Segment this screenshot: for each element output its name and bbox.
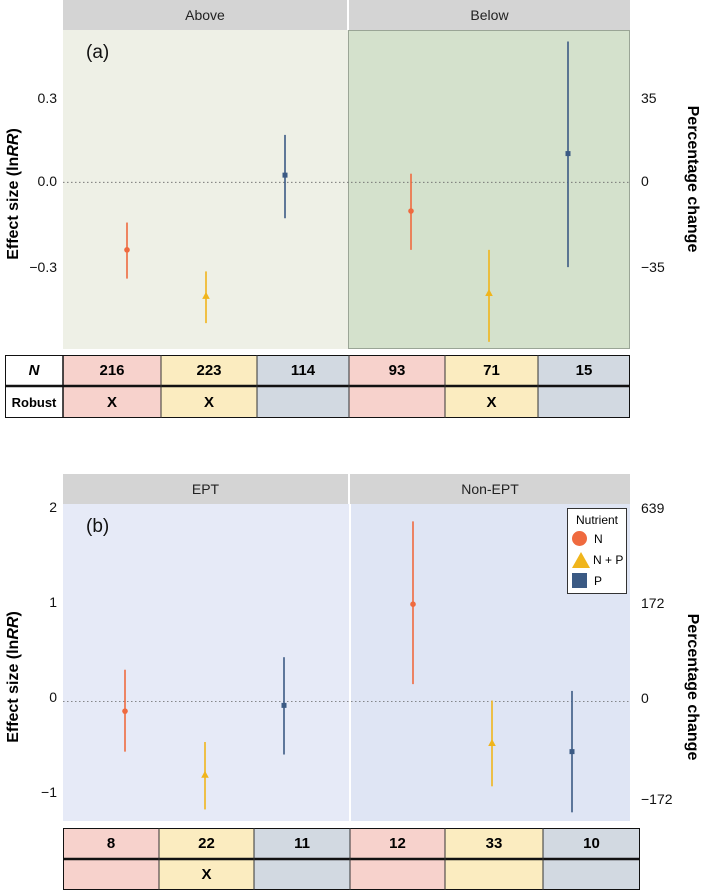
y-tick-right: 172 [641,595,665,611]
panel-label-a: (a) [86,42,110,63]
point-estimate-circle [408,208,414,214]
point-estimate-square [281,702,287,708]
robust-cell: X [161,386,257,418]
y-tick-left: −0.3 [29,259,57,275]
legend-item-p: P [572,573,602,588]
count-cell: 71 [445,355,538,386]
robust-cell: X [159,859,254,890]
count-cell: 12 [350,828,445,859]
circle-marker-icon [572,531,587,546]
point-estimate-circle [122,708,128,714]
table-b-grid [63,828,640,890]
y-tick-left: 0.0 [37,173,57,189]
robust-cell: X [445,386,538,418]
count-cell: 223 [161,355,257,386]
count-cell: 15 [538,355,630,386]
point-estimate-circle [124,247,130,253]
y-tick-left: 2 [49,499,57,515]
y-tick-left: −1 [41,784,57,800]
robust-cell [257,386,349,418]
table-a: N Robust 216 223 114 93 71 15 X X X [5,355,630,418]
triangle-marker-icon [572,552,590,568]
point-estimate-triangle [488,738,496,746]
panel-label-b: (b) [86,516,110,537]
y-tick-right: 0 [641,173,649,189]
point-estimate-triangle [202,291,210,299]
table-row-label: N [28,362,40,379]
y-tick-left: 0.3 [37,90,57,106]
count-cell: 33 [445,828,543,859]
facet-strip-ept: EPT [63,474,348,504]
robust-cell [538,386,630,418]
y-tick-right: −172 [641,791,673,807]
table-row-label: Robust [11,394,57,410]
y-tick-right: −35 [641,259,665,275]
point-estimate-triangle [485,288,493,296]
count-cell: 8 [63,828,159,859]
legend-label: N + P [593,553,624,567]
legend-title: Nutrient [575,513,619,527]
robust-cell [543,859,640,890]
y-tick-right: 35 [641,90,657,106]
robust-cell [63,859,159,890]
legend-item-n: N [572,531,603,546]
legend-item-np: N + P [572,552,623,568]
robust-cell: X [63,386,161,418]
point-estimate-square [569,749,575,755]
y-tick-right: 0 [641,690,649,706]
facet-strip-above: Above [63,0,347,30]
robust-cell [254,859,350,890]
legend-label: N [594,531,603,546]
point-estimate-triangle [201,770,209,778]
facet-strip-below: Below [349,0,630,30]
table-b: 8 22 11 12 33 10 X [63,828,640,890]
count-cell: 10 [543,828,640,859]
robust-cell [445,859,543,890]
point-estimate-square [282,172,288,178]
legend-label: P [594,573,603,588]
count-cell: 11 [254,828,350,859]
count-cell: 93 [349,355,445,386]
square-marker-icon [572,573,587,588]
robust-cell [349,386,445,418]
y-tick-left: 0 [49,689,57,705]
robust-cell [350,859,445,890]
facet-strip-non-ept: Non-EPT [350,474,630,504]
point-estimate-square [565,151,571,157]
count-cell: 22 [159,828,254,859]
y-tick-right: 639 [641,500,665,516]
legend: Nutrient N N + P P [567,508,627,594]
plot-area-ept [63,504,349,821]
count-cell: 114 [257,355,349,386]
table-a-grid [5,355,630,418]
count-cell: 216 [63,355,161,386]
point-estimate-circle [410,601,416,608]
y-tick-left: 1 [49,594,57,610]
